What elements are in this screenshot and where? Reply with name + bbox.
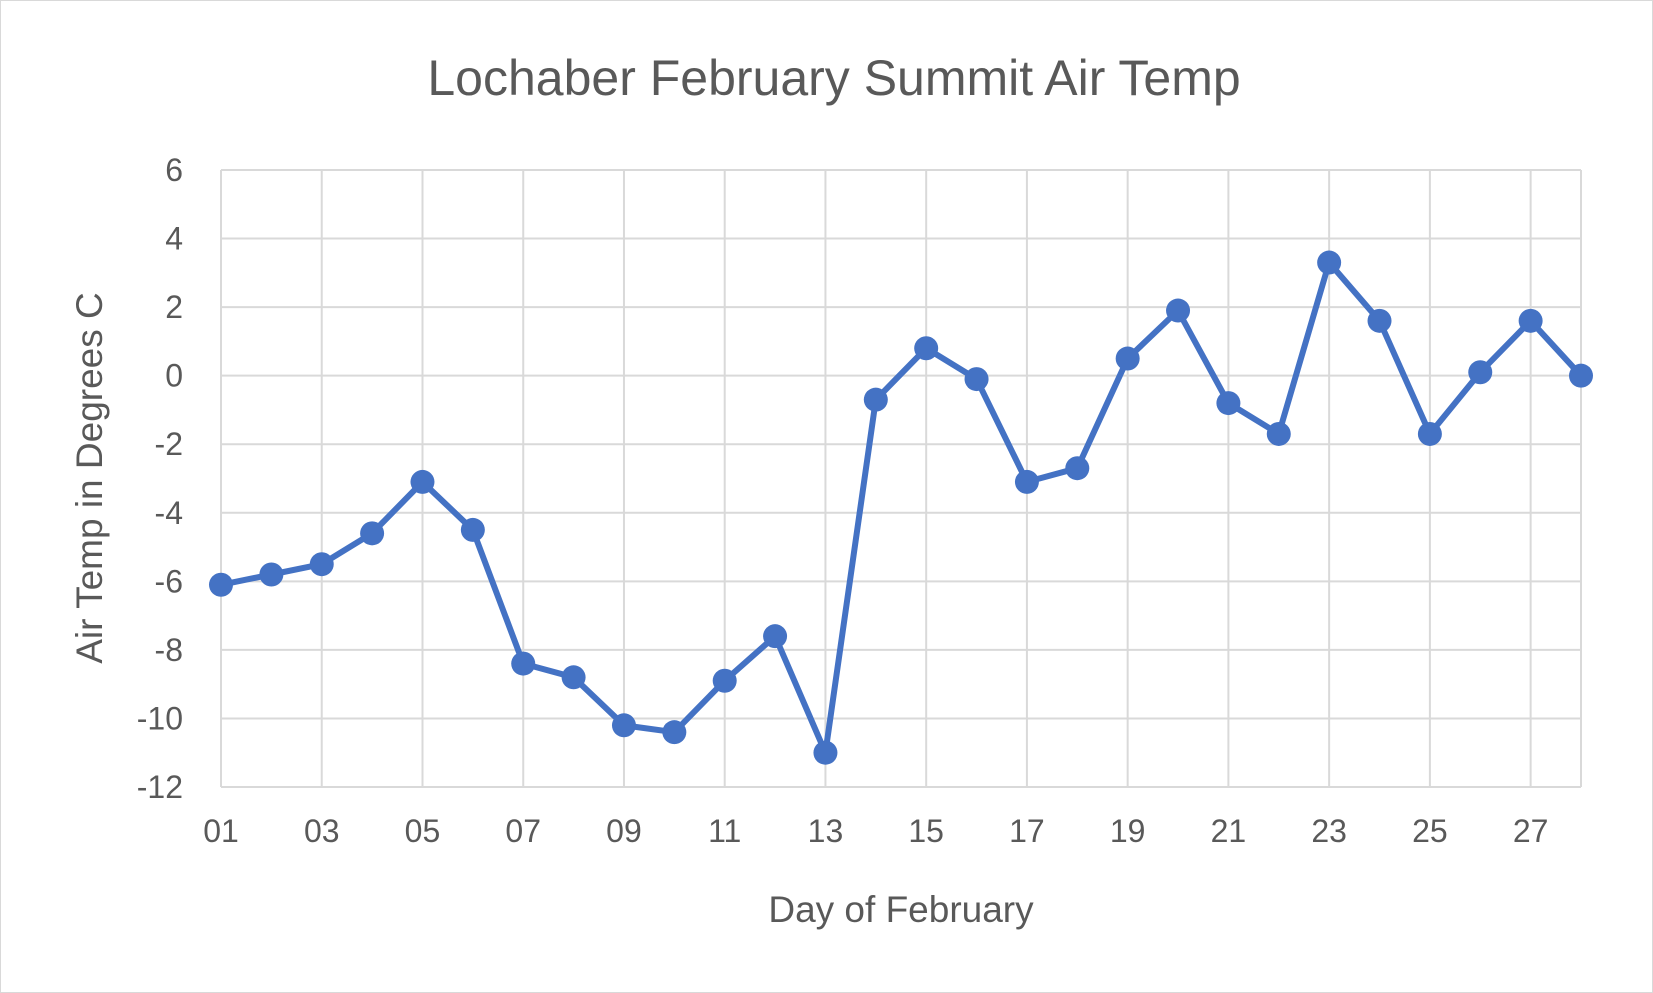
y-tick-label: 4: [165, 221, 183, 257]
y-tick-label: -4: [155, 495, 183, 531]
y-tick-label: 6: [165, 152, 183, 188]
x-tick-label: 03: [304, 813, 340, 849]
data-point: [1468, 360, 1493, 385]
data-point: [1166, 298, 1191, 323]
data-point: [1266, 421, 1291, 446]
x-tick-label: 25: [1412, 813, 1448, 849]
data-point: [813, 740, 838, 765]
series-line: [218, 259, 1584, 756]
x-tick-label: 11: [708, 813, 741, 849]
y-tick-label: -10: [137, 700, 183, 736]
x-tick-label: 27: [1513, 813, 1549, 849]
data-point: [1115, 346, 1140, 371]
x-tick-label: 15: [908, 813, 944, 849]
series-layer: [209, 250, 1593, 765]
data-point: [1518, 308, 1543, 333]
x-tick-label: 01: [203, 813, 239, 849]
data-point: [1367, 308, 1392, 333]
x-tick-label: 19: [1110, 813, 1146, 849]
data-point: [1216, 391, 1241, 416]
data-point: [209, 572, 233, 597]
x-tick-label: 13: [808, 813, 844, 849]
x-tick-label: 05: [405, 813, 441, 849]
y-tick-label: -12: [137, 769, 183, 805]
y-tick-label: 0: [165, 358, 183, 394]
data-point: [863, 387, 888, 412]
data-point: [1569, 363, 1593, 388]
x-tick-label: 09: [606, 813, 642, 849]
y-axis-ticks: 6 4 2 0 -2 -4 -6 -8 -10 -12: [137, 152, 183, 805]
data-point: [410, 469, 435, 494]
y-tick-label: -8: [155, 632, 183, 668]
data-point: [511, 651, 536, 676]
x-axis-ticks: 01 03 05 07 09 11 13 15 17 19 21 23 25 27: [203, 813, 1548, 849]
chart-title: Lochaber February Summit Air Temp: [427, 50, 1240, 106]
data-point: [460, 517, 485, 542]
data-point: [763, 624, 788, 649]
x-tick-label: 17: [1009, 813, 1045, 849]
x-tick-label: 07: [505, 813, 541, 849]
y-axis-title: Air Temp in Degrees C: [69, 292, 110, 664]
data-point: [259, 562, 284, 587]
data-point: [662, 720, 687, 745]
data-point: [561, 665, 586, 690]
data-point: [712, 668, 737, 693]
data-point: [1065, 456, 1090, 481]
data-point: [611, 713, 636, 738]
data-point: [914, 336, 939, 361]
data-point: [309, 552, 334, 577]
y-tick-label: -2: [155, 426, 183, 462]
data-point: [1317, 250, 1342, 275]
x-tick-label: 21: [1211, 813, 1247, 849]
x-tick-label: 23: [1311, 813, 1347, 849]
x-axis-title: Day of February: [768, 889, 1034, 930]
y-tick-label: -6: [155, 563, 183, 599]
data-point: [1014, 469, 1039, 494]
data-point: [1417, 421, 1442, 446]
data-point: [360, 521, 385, 546]
data-point: [964, 367, 989, 392]
y-tick-label: 2: [165, 289, 183, 325]
